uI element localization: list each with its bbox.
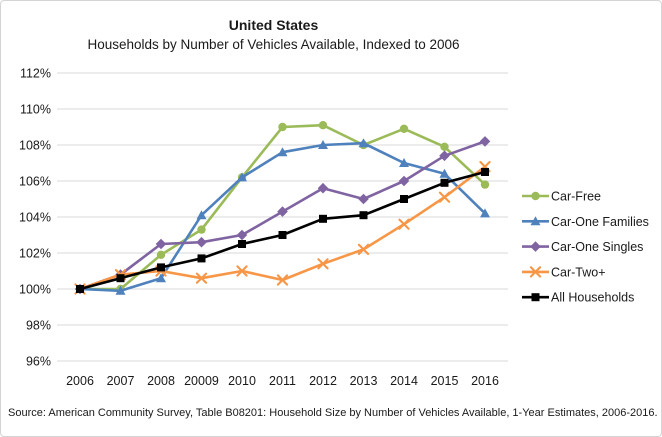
marker-car-one-families (115, 285, 126, 295)
y-tick-label: 100% (19, 283, 51, 297)
marker-all-households (359, 211, 368, 220)
legend-label-car-one-singles: Car-One Singles (551, 240, 643, 254)
chart-title-block: United States Households by Number of Ve… (1, 15, 546, 55)
marker-car-two (195, 272, 208, 284)
marker-car-one-families (318, 140, 328, 149)
marker-all-households (400, 195, 408, 203)
y-tick-label: 108% (19, 139, 51, 153)
x-tick-label: 2013 (350, 374, 378, 388)
marker-all-households (157, 263, 165, 272)
legend-label-car-free: Car-Free (551, 190, 601, 204)
marker-all-households (116, 274, 125, 283)
marker-car-two (236, 265, 248, 277)
x-tick-label: 2006 (66, 374, 94, 388)
y-tick-label: 96% (26, 355, 51, 369)
y-tick-label: 110% (20, 103, 51, 117)
marker-all-households (197, 254, 206, 263)
y-tick-label: 98% (26, 319, 51, 333)
x-tick-label: 2007 (107, 374, 135, 388)
chart-subtitle: Households by Number of Vehicles Availab… (87, 37, 460, 53)
marker-car-two (398, 218, 410, 230)
marker-car-one-families (480, 208, 490, 218)
marker-car-one-singles (155, 238, 167, 250)
x-tick-label: 20009 (184, 374, 219, 388)
legend-marker-car-one-families (530, 216, 541, 226)
legend-marker-car-one-singles (530, 241, 541, 252)
marker-car-one-families (399, 158, 409, 167)
marker-car-free (156, 250, 166, 259)
y-tick-label: 112% (20, 67, 51, 81)
marker-car-two (317, 258, 329, 270)
marker-car-one-families (196, 210, 207, 220)
marker-car-one-singles (479, 136, 491, 147)
x-tick-label: 2012 (309, 374, 337, 388)
y-tick-label: 102% (19, 247, 51, 261)
marker-car-one-singles (196, 236, 207, 248)
marker-car-free (318, 121, 328, 130)
marker-car-one-singles (317, 182, 329, 194)
marker-all-households (440, 178, 449, 187)
marker-car-free (278, 122, 287, 132)
legend-marker-all-households (531, 293, 540, 302)
legend-label-car-two: Car-Two+ (551, 265, 606, 279)
legend-label-car-one-families: Car-One Families (551, 215, 649, 229)
marker-all-households (319, 214, 327, 223)
marker-car-one-singles (398, 175, 410, 187)
x-tick-label: 2014 (390, 374, 418, 388)
chart-title: United States (228, 17, 319, 33)
x-tick-label: 2016 (471, 374, 499, 388)
marker-car-one-families (156, 273, 166, 283)
marker-all-households (76, 285, 84, 293)
marker-car-one-singles (236, 229, 248, 241)
marker-car-one-families (358, 138, 369, 148)
marker-car-one-singles (358, 193, 369, 205)
marker-car-one-families (439, 168, 450, 178)
marker-car-one-singles (277, 206, 288, 217)
marker-car-two (276, 274, 289, 286)
marker-car-two (357, 243, 370, 256)
marker-car-one-families (237, 172, 247, 182)
y-tick-label: 106% (19, 175, 51, 189)
x-tick-label: 2015 (431, 374, 459, 388)
marker-all-households (278, 231, 287, 239)
marker-car-free (440, 142, 449, 151)
x-tick-label: 2010 (228, 374, 256, 388)
source-note: Source: American Community Survey, Table… (8, 407, 658, 419)
legend-label-all-households: All Households (551, 291, 634, 305)
marker-car-free (480, 180, 490, 189)
marker-car-free (399, 124, 409, 133)
legend-marker-car-two (529, 266, 542, 278)
legend-marker-car-free (531, 191, 540, 201)
marker-car-one-singles (439, 150, 450, 162)
marker-all-households (238, 240, 246, 248)
x-tick-label: 2008 (147, 374, 175, 388)
marker-car-free (197, 225, 206, 234)
marker-car-one-families (277, 147, 288, 157)
y-tick-label: 104% (19, 211, 51, 225)
marker-all-households (481, 168, 489, 176)
marker-car-two (438, 191, 451, 203)
x-tick-label: 2011 (269, 374, 296, 388)
